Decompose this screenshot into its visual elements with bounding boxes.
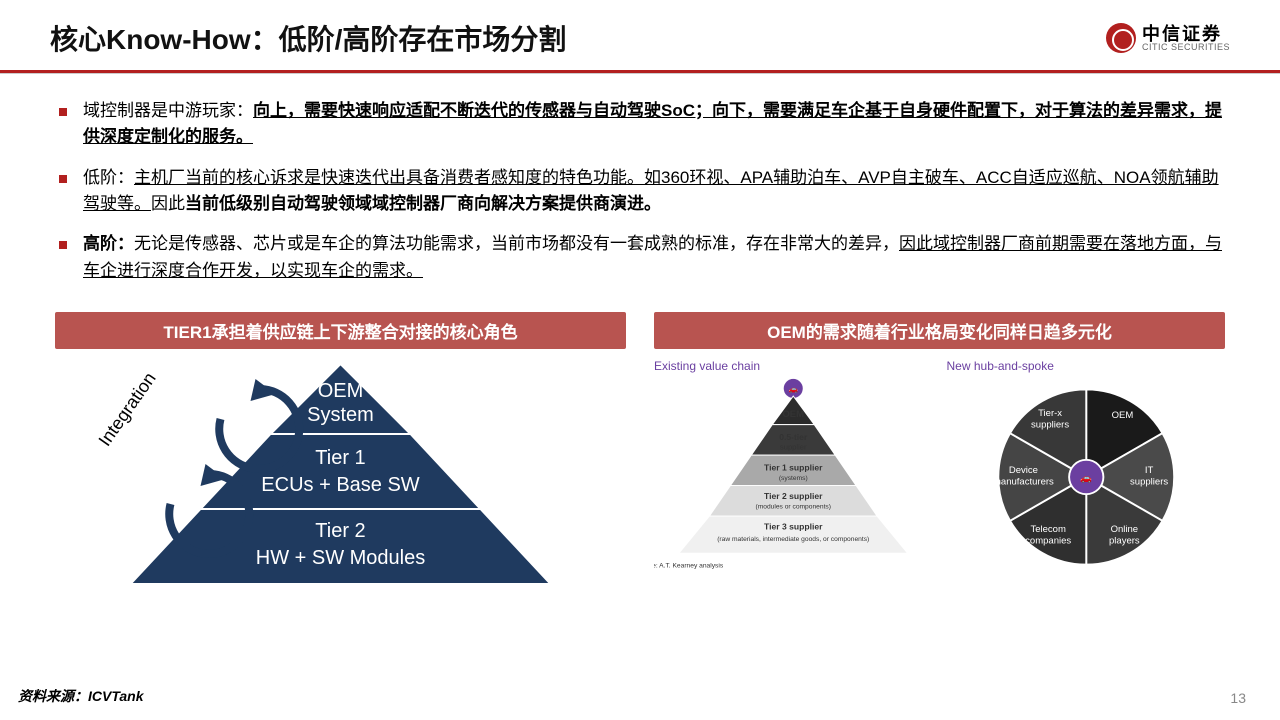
hub-spoke-pie: OEM IT suppliers Online players Telecom … <box>947 377 1226 577</box>
bullet-1-bold: 向上，需要快速响应适配不断迭代的传感器与自动驾驶SoC；向下，需要满足车企基于自… <box>83 101 1222 146</box>
svg-text:Source: A.T. Kearney analysis: Source: A.T. Kearney analysis <box>654 563 724 570</box>
bullet-1: 域控制器是中游玩家：向上，需要快速响应适配不断迭代的传感器与自动驾驶SoC；向下… <box>55 98 1225 151</box>
svg-text:companies: companies <box>1025 536 1071 547</box>
svg-text:Tier 3 supplier: Tier 3 supplier <box>764 521 823 531</box>
body-content: 域控制器是中游玩家：向上，需要快速响应适配不断迭代的传感器与自动驾驶SoC；向下… <box>0 74 1280 284</box>
bullet-3: 高阶：无论是传感器、芯片或是车企的算法功能需求，当前市场都没有一套成熟的标准，存… <box>55 231 1225 284</box>
bullet-2: 低阶：主机厂当前的核心诉求是快速迭代出具备消费者感知度的特色功能。如360环视、… <box>55 165 1225 218</box>
bullet-2-lead: 低阶： <box>83 168 134 187</box>
svg-text:0.5-tier: 0.5-tier <box>779 432 808 442</box>
panel-left-title: TIER1承担着供应链上下游整合对接的核心角色 <box>55 312 626 349</box>
caption-existing: Existing value chain <box>654 359 933 373</box>
logo-icon <box>1106 23 1136 53</box>
svg-text:suppliers: suppliers <box>1130 477 1168 488</box>
slide-header: 核心Know-How：低阶/高阶存在市场分割 中信证券 CITIC SECURI… <box>0 0 1280 66</box>
right-col-pie: New hub-and-spoke OEM IT suppliers Onlin… <box>947 359 1226 582</box>
svg-text:🚗: 🚗 <box>789 384 799 393</box>
logo-text-cn: 中信证券 <box>1142 25 1230 43</box>
caption-hub: New hub-and-spoke <box>947 359 1226 373</box>
svg-text:(systems): (systems) <box>779 475 808 482</box>
svg-text:HW + SW Modules: HW + SW Modules <box>256 547 425 569</box>
panel-right-title: OEM的需求随着行业格局变化同样日趋多元化 <box>654 312 1225 349</box>
svg-text:🚗: 🚗 <box>1080 473 1092 484</box>
svg-text:manufacturers: manufacturers <box>992 477 1053 488</box>
svg-text:players: players <box>1109 536 1140 547</box>
panel-right: OEM的需求随着行业格局变化同样日趋多元化 Existing value cha… <box>654 312 1225 589</box>
svg-text:Tier 2: Tier 2 <box>315 520 365 542</box>
left-pyramid-wrap: Integration OEM System Tier 1 ECUs + Bas… <box>55 359 626 589</box>
right-diagrams: Existing value chain 🚗 OEM 0.5-tier supp… <box>654 359 1225 582</box>
bullet-3-plain: 无论是传感器、芯片或是车企的算法功能需求，当前市场都没有一套成熟的标准，存在非常… <box>134 234 899 253</box>
svg-text:supplier: supplier <box>780 442 807 451</box>
svg-text:OEM: OEM <box>318 380 364 402</box>
panels-row: TIER1承担着供应链上下游整合对接的核心角色 Integration OEM … <box>0 298 1280 589</box>
bullet-2-tail-bold: 当前低级别自动驾驶领域域控制器厂商向解决方案提供商演进。 <box>185 194 661 213</box>
page-number: 13 <box>1230 690 1246 706</box>
svg-text:Tier 1 supplier: Tier 1 supplier <box>764 462 823 472</box>
svg-text:System: System <box>307 404 374 426</box>
svg-text:Tier 2 supplier: Tier 2 supplier <box>764 491 823 501</box>
svg-text:(raw materials, intermediate g: (raw materials, intermediate goods, or c… <box>717 536 869 543</box>
bullet-2-tail-plain: 因此 <box>151 194 185 213</box>
svg-text:Tier-x: Tier-x <box>1038 408 1062 419</box>
svg-text:OEM: OEM <box>1111 410 1133 421</box>
svg-text:(modules or components): (modules or components) <box>756 503 831 510</box>
svg-text:Tier 1: Tier 1 <box>315 447 365 469</box>
svg-text:suppliers: suppliers <box>1031 420 1069 431</box>
bullet-1-lead: 域控制器是中游玩家： <box>83 101 253 120</box>
right-pyramid-svg: 🚗 OEM 0.5-tier supplier Tier 1 supplier … <box>654 377 933 577</box>
svg-text:ECUs + Base SW: ECUs + Base SW <box>261 474 420 496</box>
svg-text:Device: Device <box>1008 465 1037 476</box>
svg-text:OEM: OEM <box>782 409 804 420</box>
bullet-3-lead: 高阶： <box>83 234 134 253</box>
panel-left: TIER1承担着供应链上下游整合对接的核心角色 Integration OEM … <box>55 312 626 589</box>
svg-text:IT: IT <box>1144 465 1153 476</box>
company-logo: 中信证券 CITIC SECURITIES <box>1106 23 1230 53</box>
source-label: 资料来源：ICVTank <box>18 686 144 706</box>
bullet-list: 域控制器是中游玩家：向上，需要快速响应适配不断迭代的传感器与自动驾驶SoC；向下… <box>55 98 1225 284</box>
logo-text-en: CITIC SECURITIES <box>1142 43 1230 52</box>
svg-text:Telecom: Telecom <box>1030 524 1066 535</box>
right-col-pyramid: Existing value chain 🚗 OEM 0.5-tier supp… <box>654 359 933 582</box>
svg-text:Online: Online <box>1110 524 1138 535</box>
slide-title: 核心Know-How：低阶/高阶存在市场分割 <box>50 18 566 58</box>
